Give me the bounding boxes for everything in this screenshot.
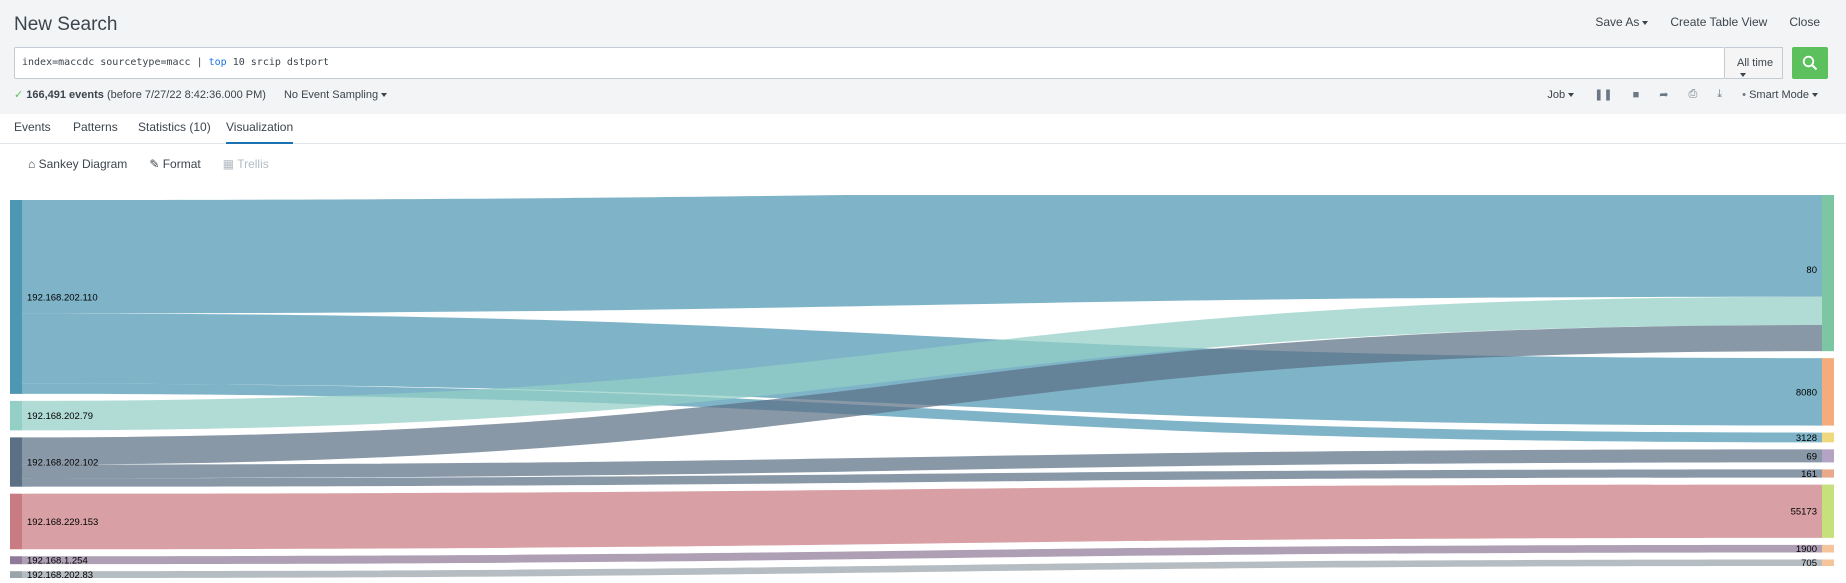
chevron-down-icon [1740,73,1746,78]
sankey-source-node [10,400,22,431]
tab-statistics[interactable]: Statistics (10) [138,120,211,134]
sankey-target-label: 8080 [1796,387,1817,398]
sankey-source-label: 192.168.229.153 [27,517,98,528]
sankey-target-label: 55173 [1791,507,1817,518]
sankey-target-label: 1900 [1796,544,1817,555]
trellis-button: ▦ Trellis [223,157,269,171]
sankey-target-node [1822,195,1834,352]
sankey-source-node [10,571,22,578]
check-icon: ✓ [14,89,24,101]
event-time-note: (before 7/27/22 8:42:36.000 PM) [106,89,266,101]
sankey-target-label: 3128 [1796,433,1817,444]
time-range-label: All time [1737,57,1774,69]
sankey-target-label: 69 [1806,451,1817,462]
chevron-down-icon [1568,92,1575,97]
sankey-icon: ⌂ [28,157,36,171]
sankey-target-node [1822,432,1834,443]
query-keyword: top [208,57,227,68]
share-icon[interactable]: ➦ [1659,89,1669,101]
sankey-link [22,559,1822,578]
sankey-source-node [10,200,22,394]
sankey-target-label: 705 [1801,558,1817,569]
close-button[interactable]: Close [1789,15,1820,29]
sankey-target-node [1822,544,1834,553]
sankey-source-node [10,556,22,565]
job-label: Job [1547,88,1566,101]
stop-icon[interactable]: ■ [1632,88,1640,101]
event-count-value: 166,491 events [26,89,104,101]
save-as-label: Save As [1595,15,1640,29]
job-menu[interactable]: Job [1547,88,1575,101]
sankey-source-node [10,437,22,487]
sankey-source-label: 192.168.202.102 [27,458,98,469]
sankey-target-node [1822,559,1834,566]
save-as-button[interactable]: Save As [1595,15,1649,29]
search-mode-label: Smart Mode [1749,88,1809,101]
search-input[interactable]: index=maccdc sourcetype=macc | top 10 sr… [14,47,1725,79]
search-button[interactable] [1792,47,1828,79]
sankey-target-label: 80 [1806,265,1817,276]
search-header: New Search Save As Create Table View Clo… [0,0,1846,114]
sankey-link [22,469,1822,487]
sankey-target-node [1822,358,1834,426]
sankey-source-label: 192.168.202.79 [27,411,93,422]
tab-visualization[interactable]: Visualization [226,120,294,144]
tab-events[interactable]: Events [14,120,51,134]
trellis-icon: ▦ [222,157,235,171]
sankey-source-label: 192.168.202.83 [27,570,93,581]
viz-type-label: Sankey Diagram [38,157,128,171]
header-actions: Save As Create Table View Close [1595,15,1820,29]
search-query: index=maccdc sourcetype=macc | top 10 sr… [22,57,329,68]
viz-type-picker[interactable]: ⌂ Sankey Diagram [28,157,127,171]
sankey-link [22,449,1822,479]
job-status: ✓ 166,491 events (before 7/27/22 8:42:36.… [14,88,388,101]
print-icon[interactable]: ⎙ [1688,88,1698,100]
pause-icon[interactable]: ❚❚ [1594,89,1613,101]
job-controls: Job ❚❚ ■ ➦ ⎙ ⤓ • Smart Mode [1547,88,1818,101]
bulb-icon: • [1742,88,1747,101]
search-mode-menu[interactable]: • Smart Mode [1742,89,1818,101]
visualization-toolbar: ⌂ Sankey Diagram ✎ Format ▦ Trellis [28,157,269,171]
export-icon[interactable]: ⤓ [1717,88,1723,100]
sankey-source-node [10,493,22,550]
tab-patterns[interactable]: Patterns [73,120,118,134]
sankey-target-node [1822,449,1834,463]
create-table-view-button[interactable]: Create Table View [1670,15,1768,29]
trellis-label: Trellis [237,157,269,171]
chevron-down-icon [1812,92,1818,97]
sankey-link [22,195,1822,314]
sankey-target-node [1822,469,1834,478]
sankey-diagram: 192.168.202.110 192.168.202.79 192.168.202… [10,195,1834,581]
event-sampling-label: No Event Sampling [283,88,379,101]
sankey-link [22,296,1822,431]
sankey-link [22,325,1822,465]
chevron-down-icon [381,92,388,97]
results-tabs: Events Patterns Statistics (10) Visualiz… [0,114,1846,144]
sankey-source-label: 192.168.1.254 [27,556,88,567]
format-label: Format [162,157,201,171]
sankey-target-node [1822,484,1834,538]
sankey-target-label: 161 [1801,469,1817,480]
query-suffix: 10 srcip dstport [226,57,330,68]
page-title: New Search [14,14,118,35]
time-range-picker[interactable]: All time [1725,47,1783,79]
sankey-link [22,544,1822,565]
format-button[interactable]: ✎ Format [149,157,200,171]
chevron-down-icon [1642,20,1649,25]
event-sampling-dropdown[interactable]: No Event Sampling [283,88,388,101]
search-icon [1802,55,1818,71]
sankey-link [22,484,1822,550]
pencil-icon: ✎ [149,157,160,171]
query-prefix: index=maccdc sourcetype=macc | [22,57,209,68]
sankey-source-label: 192.168.202.110 [27,292,98,303]
event-count: ✓ 166,491 events (before 7/27/22 8:42:36.… [14,88,266,101]
